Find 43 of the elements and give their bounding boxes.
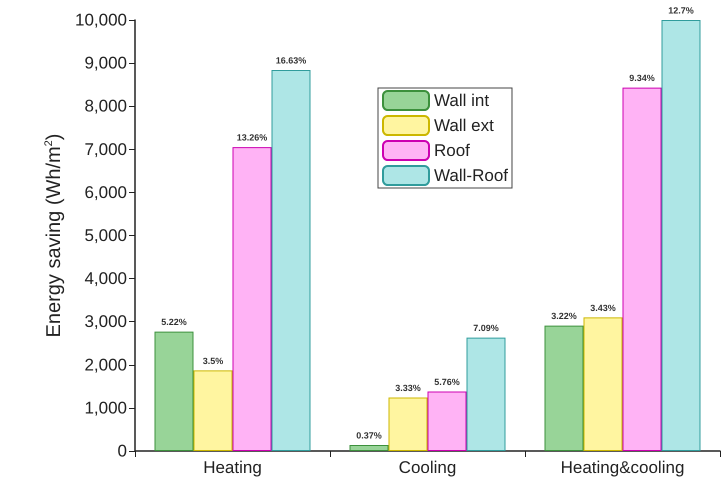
annotation: 7.09% <box>473 323 499 334</box>
legend-label: Roof <box>434 141 470 160</box>
y-tick-label: 5,000 <box>84 226 127 245</box>
y-tick-label: 4,000 <box>84 269 127 288</box>
bar <box>388 398 428 451</box>
x-tick-label: Heating&cooling <box>560 458 684 477</box>
y-tick-label: 0 <box>118 442 127 460</box>
y-tick-label: 10,000 <box>75 10 127 30</box>
bar <box>622 88 662 451</box>
text: 12.7% <box>668 6 694 16</box>
annotation: 16.63% <box>276 55 306 66</box>
annotation: 3.5% <box>202 356 224 366</box>
bar <box>544 326 584 451</box>
bar <box>272 70 310 451</box>
y-tick-label: 7,000 <box>84 140 127 159</box>
x-tick-label: Heating <box>203 458 262 477</box>
bar <box>584 317 622 451</box>
annotation: 3.33% <box>395 383 421 394</box>
bar <box>232 147 272 451</box>
legend-label: Wall-Roof <box>434 166 508 185</box>
bar <box>350 444 388 451</box>
annotation: 5.76% <box>434 377 460 388</box>
y-tick-label: 6,000 <box>84 182 127 202</box>
y-tick-label: 2,000 <box>84 355 127 374</box>
y-tick-label: 1,000 <box>84 398 127 418</box>
bar <box>154 332 194 451</box>
bar <box>428 392 466 451</box>
y-tick-label: 3,000 <box>84 312 127 332</box>
y-tick-label: 9,000 <box>84 54 127 73</box>
annotation: 0.37% <box>356 430 382 440</box>
bar <box>662 20 700 451</box>
annotation: 3.43% <box>590 302 616 313</box>
annotation: 3.22% <box>551 311 577 322</box>
annotation: 13.26% <box>236 132 268 143</box>
bar <box>466 338 506 451</box>
legend-label: Wall int <box>434 91 490 110</box>
x-tick-label: Cooling <box>398 458 456 477</box>
y-tick-label: 8,000 <box>84 96 127 116</box>
annotation: 9.34% <box>629 73 655 84</box>
legend-label: Wall ext <box>434 116 494 135</box>
y-axis-title: Energy saving (Wh/m2) <box>43 134 66 338</box>
annotation: 5.22% <box>161 317 187 328</box>
bar <box>194 370 232 451</box>
